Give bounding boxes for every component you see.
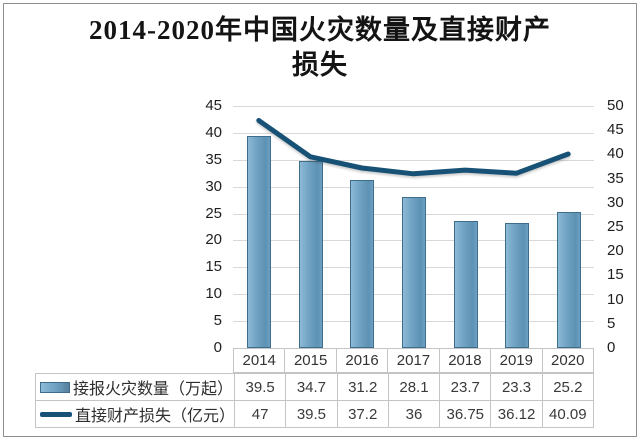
left-axis-tick: 0 (213, 339, 222, 356)
value-cell: 36.75 (439, 401, 490, 427)
left-axis-tick: 5 (213, 312, 222, 329)
left-axis-tick: 10 (205, 285, 222, 302)
value-cell: 37.2 (336, 401, 388, 427)
value-cell: 23.7 (439, 374, 490, 400)
chart-title-line1: 2014-2020年中国火灾数量及直接财产 (89, 15, 551, 45)
right-axis-tick: 5 (607, 315, 616, 332)
bar-2020 (557, 212, 581, 348)
line-legend-key-icon (40, 411, 72, 417)
value-cell: 25.2 (541, 374, 593, 400)
panel-frame (3, 3, 637, 437)
value-cell: 34.7 (285, 374, 336, 400)
bar-legend-key-icon (40, 381, 70, 393)
value-cell: 36.12 (490, 401, 541, 427)
value-cell: 28.1 (387, 374, 439, 400)
right-axis-tick: 30 (607, 194, 624, 211)
bar-2014 (247, 136, 271, 348)
left-axis-tick: 25 (205, 205, 222, 222)
gridline (233, 133, 594, 134)
year-cell: 2019 (490, 349, 541, 372)
left-axis-tick: 35 (205, 151, 222, 168)
chart-title-line2: 损失 (292, 50, 348, 80)
table-row-2: 直接财产损失（亿元） 47 39.5 37.2 36 36.75 36.12 40.09 (36, 401, 593, 427)
value-cell: 39.5 (234, 374, 285, 400)
right-axis-tick: 50 (607, 97, 624, 114)
right-axis-tick: 10 (607, 291, 624, 308)
left-axis-tick: 45 (205, 97, 222, 114)
left-axis-tick: 15 (205, 258, 222, 275)
value-cell: 36 (387, 401, 439, 427)
left-axis-tick: 40 (205, 124, 222, 141)
chart-title: 2014-2020年中国火灾数量及直接财产 损失 (0, 13, 640, 83)
table-row-1: 接报火灾数量（万起） 39.5 34.7 31.2 28.1 23.7 23.3 25.2 (36, 374, 593, 401)
bar-2017 (402, 197, 426, 348)
year-cell: 2016 (335, 349, 387, 372)
year-cell: 2020 (541, 349, 593, 372)
series-name: 直接财产损失（亿元） (75, 408, 234, 425)
series-name: 接报火灾数量（万起） (73, 381, 234, 398)
right-axis-tick: 40 (607, 145, 624, 162)
left-axis-tick: 30 (205, 178, 222, 195)
value-cell: 47 (234, 401, 285, 427)
left-axis-tick: 20 (205, 231, 222, 248)
series-legend-1: 接报火灾数量（万起） (36, 374, 234, 400)
value-cell: 40.09 (541, 401, 593, 427)
data-table: 接报火灾数量（万起） 39.5 34.7 31.2 28.1 23.7 23.3 25.2 直接… (35, 373, 594, 428)
value-cell: 39.5 (285, 401, 336, 427)
bar-2015 (299, 161, 323, 348)
year-cell: 2018 (438, 349, 490, 372)
right-axis-tick: 25 (607, 218, 624, 235)
year-cell: 2017 (387, 349, 438, 372)
value-cell: 31.2 (336, 374, 388, 400)
right-axis-tick: 35 (607, 170, 624, 187)
right-axis-tick: 20 (607, 242, 624, 259)
series-legend-2: 直接财产损失（亿元） (36, 401, 234, 427)
gridline (233, 160, 594, 161)
year-cell: 2014 (242, 352, 276, 369)
right-axis-tick: 0 (607, 339, 616, 356)
value-cell: 23.3 (490, 374, 541, 400)
x-axis-year-row: 2014 2015 2016 2017 2018 2019 2020 (233, 348, 594, 373)
bar-2018 (454, 221, 478, 348)
year-cell: 2015 (284, 349, 335, 372)
gridline (233, 187, 594, 188)
bar-2016 (350, 180, 374, 348)
bar-2019 (505, 223, 529, 348)
right-axis-tick: 45 (607, 121, 624, 138)
gridline (233, 106, 594, 107)
right-axis-tick: 15 (607, 266, 624, 283)
